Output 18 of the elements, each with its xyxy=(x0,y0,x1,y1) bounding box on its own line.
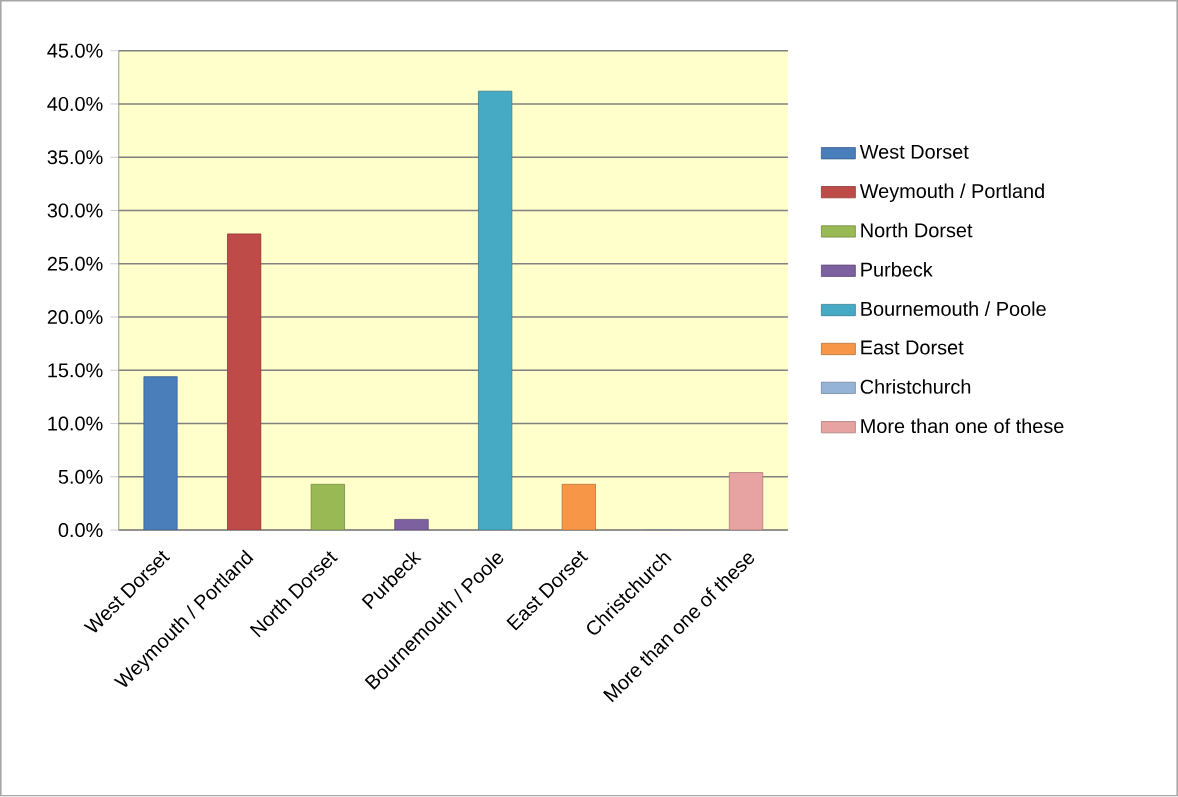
y-tick-label: 10.0% xyxy=(48,416,103,431)
y-tick-label: 30.0% xyxy=(47,203,103,218)
y-tick-label: 5.0% xyxy=(58,470,103,485)
legend-label: Christchurch xyxy=(860,379,971,395)
legend-label: More than one of these xyxy=(861,418,1064,434)
y-tick-label: 45.0% xyxy=(47,43,103,59)
y-tick-label: 15.0% xyxy=(48,363,103,378)
legend-label: Bournemouth / Poole xyxy=(861,301,1046,317)
legend-label: Purbeck xyxy=(861,262,933,277)
y-tick-label: 35.0% xyxy=(47,150,103,165)
legend-label: North Dorset xyxy=(861,223,973,238)
legend-label: East Dorset xyxy=(861,340,964,355)
y-tick-label: 25.0% xyxy=(47,256,103,272)
y-tick-label: 40.0% xyxy=(47,97,103,112)
y-tick-label: 20.0% xyxy=(47,310,103,325)
legend-label: Weymouth / Portland xyxy=(859,183,1044,203)
legend-label: West Dorset xyxy=(859,145,969,160)
y-tick-label: 0.0% xyxy=(58,523,103,538)
